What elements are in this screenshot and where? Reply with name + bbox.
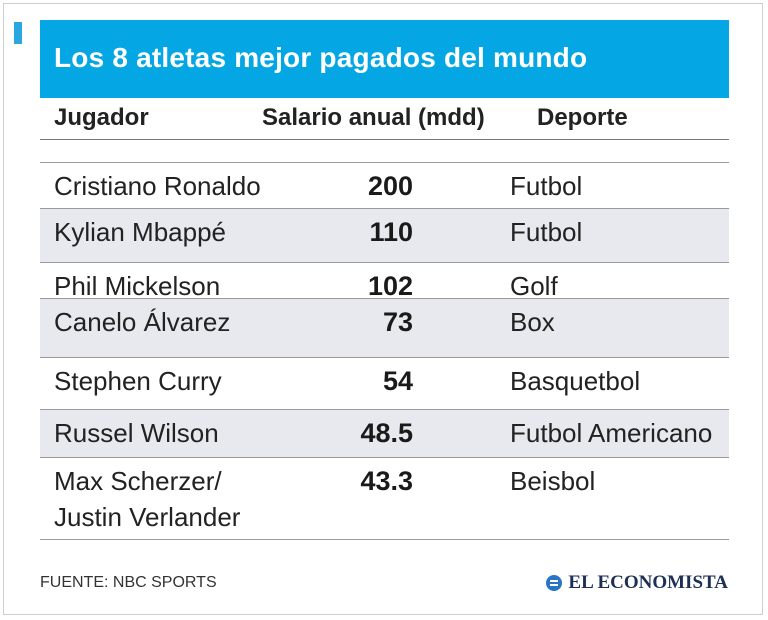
sport-name: Box xyxy=(510,307,555,337)
table-row: Kylian Mbappé 110 Futbol xyxy=(40,208,729,262)
player-name: Kylian Mbappé xyxy=(54,214,226,250)
sport-name: Beisbol xyxy=(510,466,596,496)
sport-name: Futbol xyxy=(510,217,583,247)
salary-value: 200 xyxy=(367,171,413,201)
sport-name: Futbol Americano xyxy=(510,418,713,448)
title-bar: Los 8 atletas mejor pagados del mundo xyxy=(40,20,729,98)
table-row: Stephen Curry 54 Basquetbol xyxy=(40,357,729,409)
table-row: Phil Mickelson 102 Golf xyxy=(40,262,729,301)
salary-value: 102 xyxy=(367,271,413,301)
brand-logo: EL ECONOMISTA xyxy=(546,572,728,594)
player-name: Stephen Curry xyxy=(54,363,222,399)
accent-mark xyxy=(14,22,22,44)
sport-name: Futbol xyxy=(510,171,583,201)
player-name-line: Stephen Curry xyxy=(54,366,222,396)
header-rule xyxy=(40,139,729,140)
player-name-line: Max Scherzer/ xyxy=(54,466,222,496)
player-name-line: Russel Wilson xyxy=(54,418,219,448)
player-name: Phil Mickelson xyxy=(54,268,220,304)
player-name: Canelo Álvarez xyxy=(54,304,230,340)
sport-name: Golf xyxy=(510,271,558,301)
player-name: Russel Wilson xyxy=(54,415,219,451)
chart-frame xyxy=(3,3,763,615)
salary-value: 48.5 xyxy=(360,418,413,448)
column-header-sport: Deporte xyxy=(537,104,628,131)
player-name-line: Kylian Mbappé xyxy=(54,217,226,247)
salary-value: 110 xyxy=(369,217,413,247)
player-name-line: Phil Mickelson xyxy=(54,271,221,301)
brand-icon xyxy=(546,575,563,591)
player-name: Max Scherzer/Justin Verlander xyxy=(54,463,240,535)
table-row: Russel Wilson 48.5 Futbol Americano xyxy=(40,409,729,457)
table-row: Max Scherzer/Justin Verlander 43.3 Beisbol xyxy=(40,457,729,539)
table-row: Cristiano Ronaldo 200 Futbol xyxy=(40,162,729,208)
sport-name: Basquetbol xyxy=(510,366,641,396)
bottom-rule xyxy=(40,539,729,540)
chart-title: Los 8 atletas mejor pagados del mundo xyxy=(54,42,588,73)
table-row: Canelo Álvarez 73 Box xyxy=(40,298,729,357)
salary-value: 73 xyxy=(382,307,413,337)
salary-value: 54 xyxy=(382,366,413,396)
player-name: Cristiano Ronaldo xyxy=(54,168,261,204)
player-name-line: Canelo Álvarez xyxy=(54,307,231,337)
column-header-player: Jugador xyxy=(54,104,149,131)
salary-value: 43.3 xyxy=(360,466,413,496)
brand-name: EL ECONOMISTA xyxy=(568,572,728,593)
column-header-salary: Salario anual (mdd) xyxy=(262,104,485,131)
player-name-line: Justin Verlander xyxy=(54,502,241,532)
source-note: FUENTE: NBC SPORTS xyxy=(40,574,217,591)
player-name-line: Cristiano Ronaldo xyxy=(54,171,261,201)
